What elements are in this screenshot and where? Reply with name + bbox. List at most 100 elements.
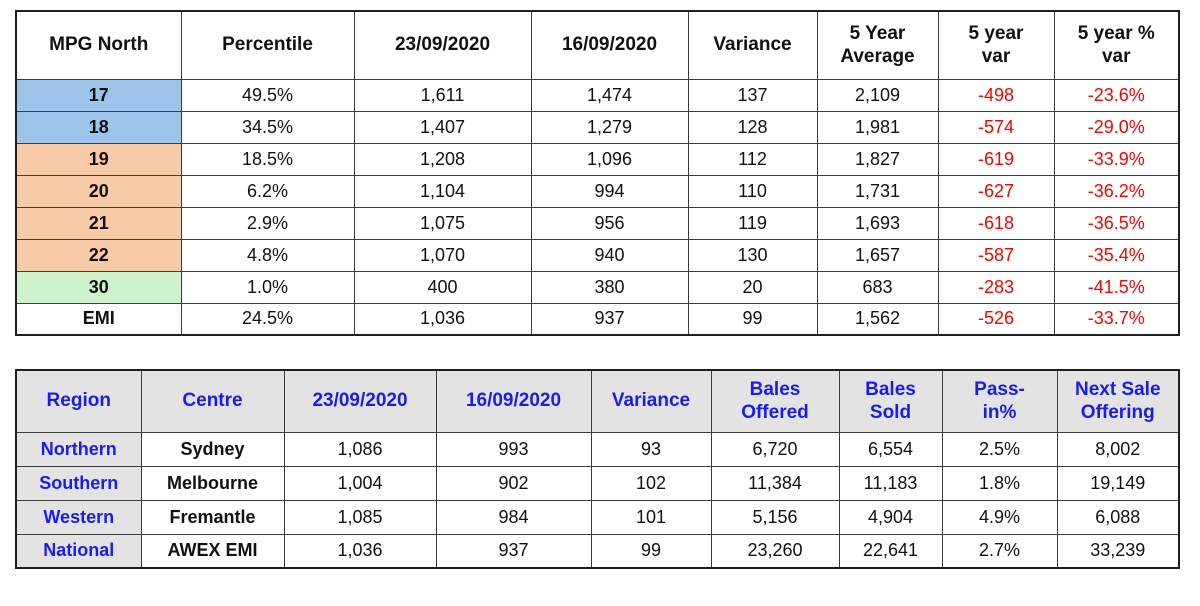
t1-row-label: 17 xyxy=(15,78,182,112)
t1-cell: 1,731 xyxy=(816,174,939,208)
t1-cell: 1,104 xyxy=(353,174,532,208)
t1-header-5yr-average: 5 Year Average xyxy=(816,10,939,80)
t1-cell: 4.8% xyxy=(180,238,355,272)
t2-cell: 6,088 xyxy=(1056,499,1180,535)
t2-cell: 2.7% xyxy=(941,533,1058,569)
t1-row-label: 18 xyxy=(15,110,182,144)
t1-cell: -526 xyxy=(937,302,1055,336)
t2-header-variance: Variance xyxy=(590,369,712,433)
t1-cell: 128 xyxy=(687,110,818,144)
t2-cell: 102 xyxy=(590,465,712,501)
t2-cell: 93 xyxy=(590,431,712,467)
table-row: 20 6.2% 1,104 994 110 1,731 -627 -36.2% xyxy=(15,174,1180,208)
t1-cell: 1,407 xyxy=(353,110,532,144)
t1-cell: -29.0% xyxy=(1053,110,1180,144)
t1-cell: 34.5% xyxy=(180,110,355,144)
t1-header-date-previous: 16/09/2020 xyxy=(530,10,689,80)
t1-cell: 49.5% xyxy=(180,78,355,112)
t2-cell: 99 xyxy=(590,533,712,569)
t1-cell: 1,279 xyxy=(530,110,689,144)
t2-cell: 11,384 xyxy=(710,465,840,501)
t1-header-mpg-north: MPG North xyxy=(15,10,182,80)
t2-header-bales-sold: Bales Sold xyxy=(838,369,943,433)
t1-cell: -498 xyxy=(937,78,1055,112)
t1-header-5yr-pct-var: 5 year % var xyxy=(1053,10,1180,80)
t2-cell: 1,085 xyxy=(283,499,437,535)
table-row: 21 2.9% 1,075 956 119 1,693 -618 -36.5% xyxy=(15,206,1180,240)
t2-region-label: Southern xyxy=(15,465,142,501)
t1-cell: 937 xyxy=(530,302,689,336)
table-row: 22 4.8% 1,070 940 130 1,657 -587 -35.4% xyxy=(15,238,1180,272)
t1-header-row: MPG North Percentile 23/09/2020 16/09/20… xyxy=(15,10,1180,80)
t1-cell: 137 xyxy=(687,78,818,112)
table-row: 17 49.5% 1,611 1,474 137 2,109 -498 -23.… xyxy=(15,78,1180,112)
t1-row-label: 21 xyxy=(15,206,182,240)
t1-header-date-current: 23/09/2020 xyxy=(353,10,532,80)
t1-cell: 1,474 xyxy=(530,78,689,112)
t2-header-region: Region xyxy=(15,369,142,433)
region-centres-table: Region Centre 23/09/2020 16/09/2020 Vari… xyxy=(15,369,1180,569)
t2-cell: 902 xyxy=(435,465,592,501)
t1-cell: 1,208 xyxy=(353,142,532,176)
t1-cell: 130 xyxy=(687,238,818,272)
table-row: 19 18.5% 1,208 1,096 112 1,827 -619 -33.… xyxy=(15,142,1180,176)
t1-cell: 380 xyxy=(530,270,689,304)
t1-cell: -41.5% xyxy=(1053,270,1180,304)
t1-cell: 110 xyxy=(687,174,818,208)
t1-cell: 20 xyxy=(687,270,818,304)
t2-centre-label: Melbourne xyxy=(140,465,285,501)
t2-header-centre: Centre xyxy=(140,369,285,433)
table-row: National AWEX EMI 1,036 937 99 23,260 22… xyxy=(15,533,1180,569)
t1-cell: 1,036 xyxy=(353,302,532,336)
t2-cell: 1,086 xyxy=(283,431,437,467)
t2-cell: 8,002 xyxy=(1056,431,1180,467)
t2-header-bales-offered: Bales Offered xyxy=(710,369,840,433)
t1-row-label: EMI xyxy=(15,302,182,336)
t2-cell: 1.8% xyxy=(941,465,1058,501)
t1-cell: 994 xyxy=(530,174,689,208)
t1-cell: 1,562 xyxy=(816,302,939,336)
table-row: EMI 24.5% 1,036 937 99 1,562 -526 -33.7% xyxy=(15,302,1180,336)
t1-cell: 1.0% xyxy=(180,270,355,304)
t1-cell: 1,981 xyxy=(816,110,939,144)
t2-cell: 5,156 xyxy=(710,499,840,535)
t2-centre-label: Sydney xyxy=(140,431,285,467)
t1-cell: 99 xyxy=(687,302,818,336)
t2-cell: 2.5% xyxy=(941,431,1058,467)
t1-cell: -23.6% xyxy=(1053,78,1180,112)
t1-cell: -35.4% xyxy=(1053,238,1180,272)
t1-cell: 956 xyxy=(530,206,689,240)
t2-cell: 4.9% xyxy=(941,499,1058,535)
t1-cell: -627 xyxy=(937,174,1055,208)
t2-cell: 11,183 xyxy=(838,465,943,501)
t1-header-percentile: Percentile xyxy=(180,10,355,80)
t1-cell: -574 xyxy=(937,110,1055,144)
t1-cell: 1,096 xyxy=(530,142,689,176)
t2-header-pass-in: Pass- in% xyxy=(941,369,1058,433)
t2-cell: 6,554 xyxy=(838,431,943,467)
t2-cell: 22,641 xyxy=(838,533,943,569)
t2-cell: 6,720 xyxy=(710,431,840,467)
t1-cell: -33.7% xyxy=(1053,302,1180,336)
t1-cell: 6.2% xyxy=(180,174,355,208)
t1-cell: 1,070 xyxy=(353,238,532,272)
t1-row-label: 19 xyxy=(15,142,182,176)
t2-cell: 4,904 xyxy=(838,499,943,535)
table-row: Southern Melbourne 1,004 902 102 11,384 … xyxy=(15,465,1180,501)
t2-region-label: Northern xyxy=(15,431,142,467)
t2-centre-label: AWEX EMI xyxy=(140,533,285,569)
t1-row-label: 30 xyxy=(15,270,182,304)
t2-cell: 1,004 xyxy=(283,465,437,501)
t1-cell: 1,075 xyxy=(353,206,532,240)
table-row: Northern Sydney 1,086 993 93 6,720 6,554… xyxy=(15,431,1180,467)
t1-cell: -36.2% xyxy=(1053,174,1180,208)
t1-row-label: 20 xyxy=(15,174,182,208)
t2-cell: 33,239 xyxy=(1056,533,1180,569)
t1-cell: 400 xyxy=(353,270,532,304)
t2-cell: 937 xyxy=(435,533,592,569)
t1-cell: 1,611 xyxy=(353,78,532,112)
t1-cell: 940 xyxy=(530,238,689,272)
t1-cell: 1,693 xyxy=(816,206,939,240)
t1-cell: 2,109 xyxy=(816,78,939,112)
table-row: Western Fremantle 1,085 984 101 5,156 4,… xyxy=(15,499,1180,535)
